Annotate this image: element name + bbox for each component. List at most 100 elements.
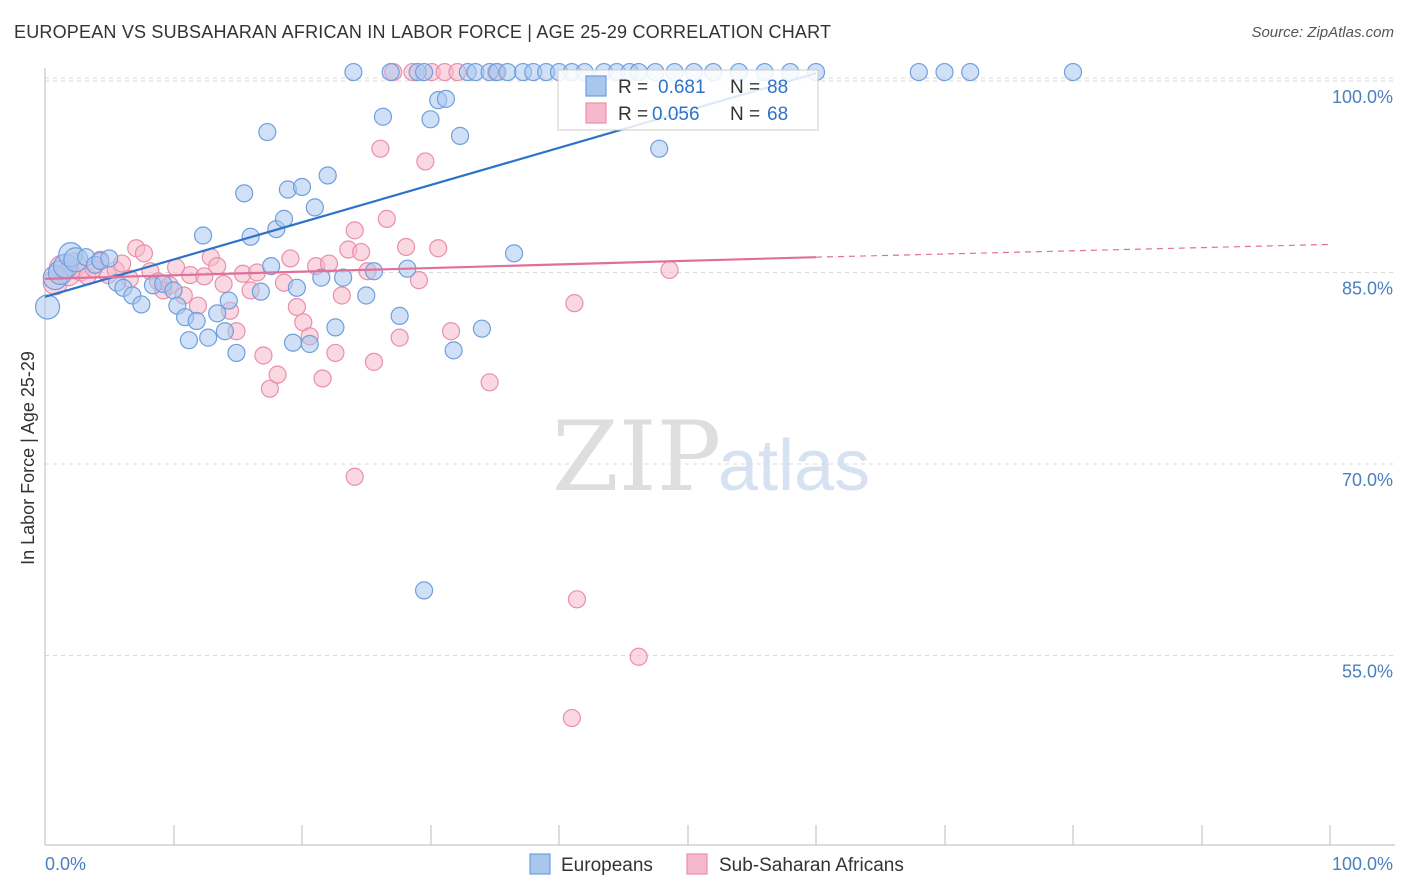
europeans-point-23 <box>208 304 227 323</box>
stats-africans-r-label: R = <box>618 104 648 125</box>
africans-point-52 <box>390 328 409 347</box>
legend-europeans-swatch[interactable] <box>529 853 551 875</box>
europeans-point-47 <box>373 107 393 126</box>
africans-point-24 <box>208 257 227 276</box>
chart-source: Source: ZipAtlas.com <box>1251 24 1394 41</box>
y-tick-label-2: 70.0% <box>1342 470 1393 490</box>
africans-point-36 <box>287 297 306 317</box>
europeans-point-46 <box>364 262 384 281</box>
africans-outlier-point-0 <box>345 467 364 486</box>
europeans-outlier-point-0 <box>414 581 434 600</box>
europeans-point-30 <box>258 122 277 142</box>
europeans-point-22 <box>199 328 218 347</box>
europeans-point-27 <box>235 184 254 203</box>
y-tick-labels: 100.0% 85.0% 70.0% 55.0% <box>1332 87 1393 682</box>
africans-point-45 <box>345 221 364 240</box>
africans-point-55 <box>409 271 429 290</box>
africans-point-25 <box>214 274 233 294</box>
africans-point-31 <box>254 346 273 365</box>
europeans-point-31 <box>262 257 281 276</box>
africans-point-65 <box>567 590 587 609</box>
europeans-point-43 <box>334 268 353 287</box>
africans-point-41 <box>319 254 339 273</box>
europeans-point-0 <box>34 294 61 320</box>
y-tick-label-3: 55.0% <box>1342 662 1393 682</box>
europeans-point-55 <box>436 89 456 108</box>
africans-trend-line <box>44 256 817 280</box>
africans-point-49 <box>371 139 390 158</box>
africans-point-66 <box>629 647 648 666</box>
watermark-zip: ZIP <box>552 401 721 513</box>
europeans-point-25 <box>219 291 238 310</box>
stats-europeans-swatch <box>585 75 607 97</box>
europeans-point-40 <box>312 268 331 287</box>
stats-africans-n-value: 68 <box>767 104 788 125</box>
europeans-point-64 <box>504 244 524 263</box>
europeans-point-76 <box>650 139 669 158</box>
legend-europeans-label[interactable]: Europeans <box>561 855 653 876</box>
europeans-point-16 <box>164 281 183 300</box>
europeans-point-19 <box>179 331 199 350</box>
africans-point-67 <box>660 260 679 280</box>
watermark-atlas: atlas <box>718 426 870 506</box>
stats-africans-n-label: N = <box>730 104 760 125</box>
grid-lines <box>45 77 1395 656</box>
europeans-point-38 <box>300 334 319 354</box>
africans-point-46 <box>352 242 371 262</box>
europeans-point-52 <box>414 62 434 82</box>
africans-point-22 <box>195 267 214 286</box>
africans-point-43 <box>332 286 351 305</box>
bottom-legend: Europeans Sub-Saharan Africans <box>529 853 904 876</box>
europeans-point-9 <box>100 249 119 268</box>
y-tick-label-1: 85.0% <box>1342 279 1393 299</box>
europeans-point-13 <box>132 295 151 314</box>
europeans-point-24 <box>215 322 234 341</box>
africans-point-48 <box>364 352 384 371</box>
africans-point-56 <box>416 152 435 171</box>
africans-point-42 <box>326 343 345 363</box>
africans-point-58 <box>429 239 448 258</box>
stats-africans-swatch <box>585 102 607 124</box>
africans-point-40 <box>313 369 332 388</box>
africans-outlier-point-1 <box>562 708 581 728</box>
africans-point-62 <box>480 373 499 392</box>
x-tick-label-min: 0.0% <box>45 854 86 874</box>
europeans-point-56 <box>444 341 463 360</box>
stats-europeans-r-label: R = <box>618 77 648 98</box>
africans-trend-line-extension <box>815 243 1331 258</box>
africans-point-33 <box>268 365 287 384</box>
africans-point-13 <box>134 244 154 263</box>
europeans-point-86 <box>961 62 980 82</box>
europeans-point-29 <box>251 282 270 301</box>
africans-point-35 <box>281 249 300 268</box>
europeans-point-48 <box>381 62 400 82</box>
europeans-point-57 <box>450 126 470 145</box>
y-axis-label: In Labor Force | Age 25-29 <box>18 351 38 565</box>
europeans-point-87 <box>1063 62 1083 82</box>
africans-point-64 <box>565 294 584 313</box>
europeans-point-60 <box>472 319 491 338</box>
europeans-point-44 <box>344 62 363 82</box>
europeans-point-20 <box>187 311 206 331</box>
stats-legend: R = 0.681 N = 88 R = 0.056 N = 68 <box>557 69 819 131</box>
x-tick-labels: 0.0% 100.0% <box>45 854 1393 874</box>
series-europeans <box>34 62 1083 600</box>
stats-europeans-r-value: 0.681 <box>658 77 706 98</box>
legend-africans-label[interactable]: Sub-Saharan Africans <box>719 855 904 876</box>
europeans-point-42 <box>326 318 345 337</box>
legend-africans-swatch[interactable] <box>686 853 708 875</box>
watermark: ZIP atlas <box>552 401 870 513</box>
africans-point-53 <box>396 237 416 257</box>
stats-africans-r-value: 0.056 <box>652 104 700 125</box>
y-tick-label-0: 100.0% <box>1332 87 1393 107</box>
stats-europeans-n-label: N = <box>730 77 760 98</box>
europeans-point-39 <box>305 198 324 217</box>
x-tick-label-max: 100.0% <box>1332 854 1393 874</box>
europeans-point-41 <box>318 166 337 185</box>
europeans-point-63 <box>498 62 517 82</box>
europeans-point-53 <box>421 110 440 129</box>
chart-title: EUROPEAN VS SUBSAHARAN AFRICAN IN LABOR … <box>14 22 832 42</box>
axes <box>44 68 1395 846</box>
europeans-point-37 <box>292 177 312 197</box>
